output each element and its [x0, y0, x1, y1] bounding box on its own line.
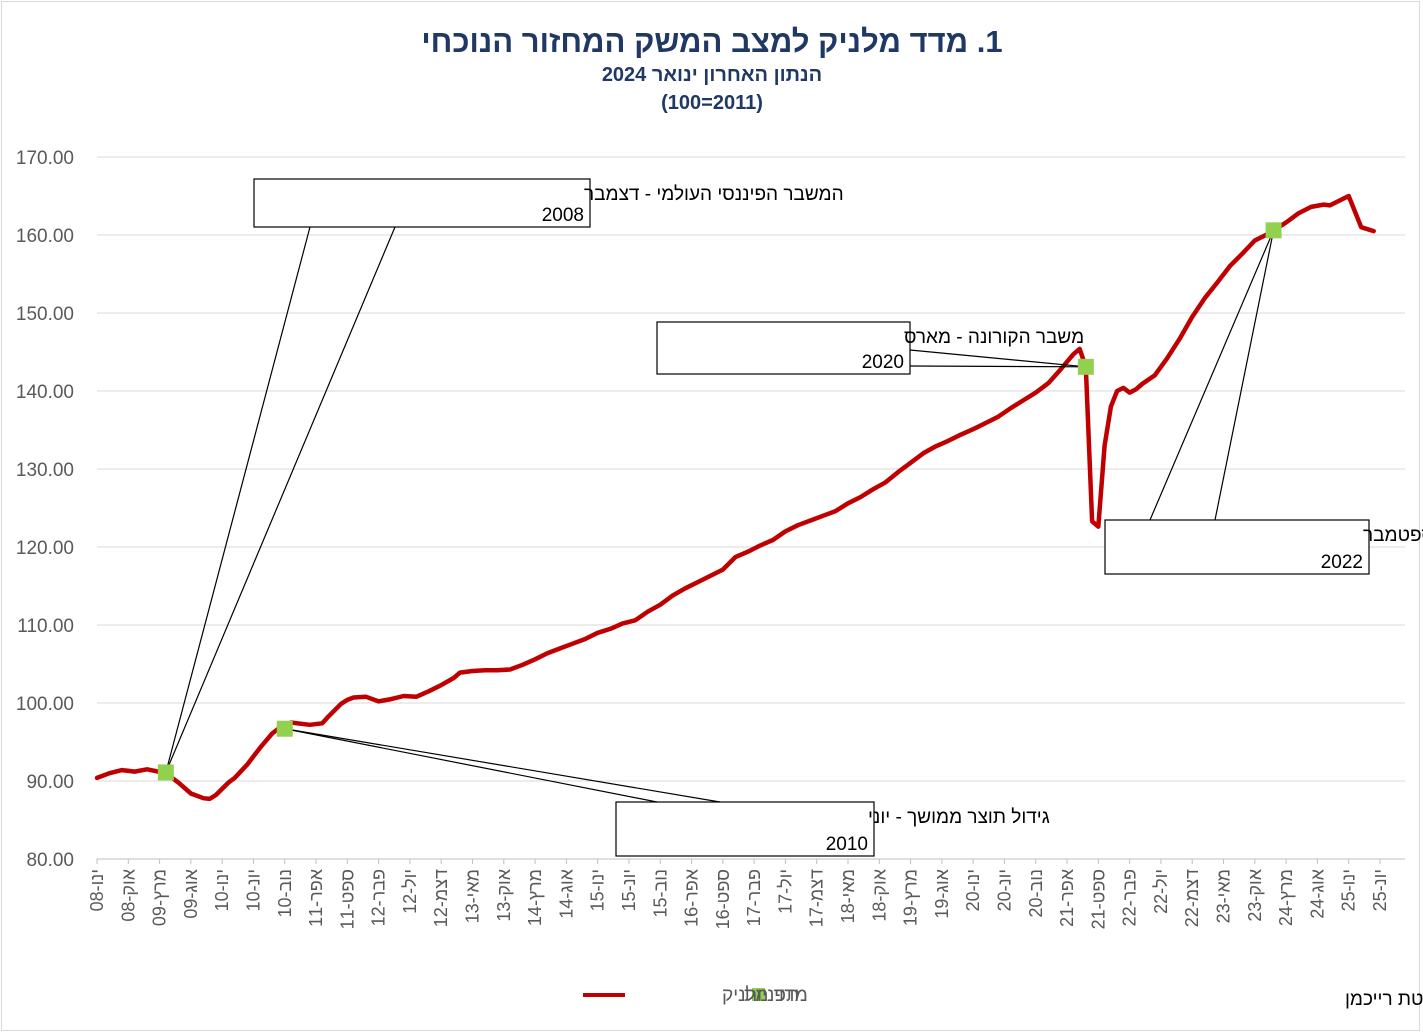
- turning-point-marker: [157, 764, 174, 781]
- x-tick-label: אוג-19: [932, 868, 952, 918]
- callout-label: המחזור הנוכחי - ספטמבר: [1363, 525, 1423, 546]
- x-axis: ינו-08 אוק-08 מרץ-09 אוג-09 ינו-10 יונ-10 נוב-…: [87, 859, 1390, 929]
- callout-year: 2022: [1321, 552, 1363, 573]
- x-tick-label: ינו-20: [963, 869, 983, 911]
- callout-pointer: [909, 349, 1086, 368]
- x-tick-label: פבר-12: [369, 869, 389, 926]
- x-tick-label: מרץ-09: [150, 869, 170, 926]
- callout-pointer: [284, 728, 658, 803]
- x-tick-label: ינו-25: [1339, 869, 1359, 911]
- x-tick-label: יול-17: [775, 869, 795, 914]
- y-axis: 80.00 90.00 100.00 110.00 120.00 130.00 140.00…: [16, 148, 74, 871]
- callout-pointer: [165, 226, 396, 773]
- callout-pointer: [284, 728, 721, 803]
- x-tick-label: דצמ-17: [807, 869, 827, 927]
- callout-box: [253, 178, 591, 228]
- x-tick-label: נוב-20: [1026, 869, 1046, 917]
- x-tick-label: דצמ-22: [1182, 869, 1202, 927]
- legend-turning-points-label: תפניות: [744, 985, 799, 1006]
- callout-label: משבר הקורונה - מארס: [904, 327, 1084, 348]
- y-tick-label: 170.00: [16, 148, 74, 169]
- x-tick-label: ינו-10: [212, 869, 232, 911]
- x-tick-label: אוק-13: [494, 868, 514, 921]
- x-tick-label: מאי-18: [838, 869, 858, 923]
- callout-box: [1104, 519, 1370, 575]
- x-tick-label: יונ-20: [994, 869, 1014, 911]
- callout-year: 2008: [542, 205, 584, 226]
- callout-year: 2020: [862, 352, 904, 373]
- chart-title: 1. מדד מלניק למצב המשק המחזור הנוכחי: [421, 24, 1002, 59]
- legend: תפניות מדד מלניק: [583, 985, 808, 1006]
- x-tick-label: יונ-10: [243, 869, 263, 911]
- x-tick-label: יונ-25: [1370, 869, 1390, 911]
- legend-index-label: מדד מלניק: [722, 985, 808, 1006]
- y-tick-label: 140.00: [16, 382, 74, 403]
- x-tick-label: מרץ-24: [1276, 869, 1296, 926]
- series-melnick-index: [94, 193, 1376, 802]
- x-tick-label: פבר-22: [1120, 869, 1140, 926]
- callout-pointer: [165, 226, 311, 773]
- x-tick-label: אפר-16: [682, 868, 702, 927]
- y-tick-label: 120.00: [16, 538, 74, 559]
- x-tick-label: מאי-23: [1214, 869, 1234, 923]
- y-tick-label: 160.00: [16, 226, 74, 247]
- x-tick-label: אפר-21: [1057, 868, 1077, 927]
- x-tick-label: אוג-24: [1307, 868, 1327, 918]
- chart-subtitle-base: (100=2011): [661, 92, 763, 114]
- x-tick-label: אוק-23: [1245, 868, 1265, 921]
- chart-subtitle-latest: הנתון האחרון ינואר 2024: [602, 64, 822, 86]
- x-tick-label: יול-12: [400, 869, 420, 914]
- callout-box: [656, 321, 911, 375]
- x-tick-label: מרץ-19: [901, 869, 921, 926]
- callout-label: גידול תוצר ממושך - יוני: [868, 807, 1050, 828]
- y-tick-label: 150.00: [16, 304, 74, 325]
- x-tick-label: יול-22: [1151, 869, 1171, 914]
- x-tick-label: אפר-11: [306, 868, 326, 927]
- x-tick-label: ספט-11: [337, 869, 357, 929]
- x-tick-label: פבר-17: [744, 869, 764, 926]
- x-tick-label: ספט-21: [1088, 869, 1108, 929]
- y-tick-label: 90.00: [26, 772, 74, 793]
- turning-point-marker: [1077, 358, 1094, 375]
- x-tick-label: אוג-14: [556, 868, 576, 918]
- x-tick-label: ספט-16: [713, 869, 733, 929]
- x-tick-label: ינו-15: [588, 869, 608, 911]
- callout-pointer: [1214, 230, 1275, 521]
- turning-point-marker: [1265, 222, 1282, 239]
- x-tick-label: נוב-10: [275, 869, 295, 917]
- x-tick-label: יונ-15: [619, 869, 639, 911]
- turning-point-marker: [276, 720, 293, 737]
- series-turning-points: [157, 222, 1282, 781]
- callout-label: המשבר הפיננסי העולמי - דצמבר: [584, 184, 844, 205]
- gridlines: [97, 156, 1405, 860]
- author-credit: פרופ' רפי מלניק, אוניברסיטת רייכמן: [1345, 989, 1423, 1010]
- y-tick-label: 80.00: [26, 850, 74, 871]
- x-tick-label: אוג-09: [181, 868, 201, 918]
- y-tick-label: 100.00: [16, 694, 74, 715]
- x-tick-label: נוב-15: [650, 869, 670, 917]
- x-tick-label: ינו-08: [87, 869, 107, 911]
- callout-pointer: [909, 365, 1086, 368]
- legend-turning-points-swatch: [752, 988, 765, 1001]
- x-tick-label: דצמ-12: [431, 869, 451, 927]
- x-tick-label: אוק-18: [869, 868, 889, 921]
- x-tick-label: מאי-13: [463, 869, 483, 923]
- callout-year: 2010: [826, 834, 868, 855]
- x-tick-label: אוק-08: [118, 868, 138, 921]
- callout-box: [615, 801, 875, 857]
- index-line: [94, 193, 1376, 802]
- y-tick-label: 130.00: [16, 460, 74, 481]
- callout-pointer: [1149, 230, 1275, 521]
- y-tick-label: 110.00: [17, 616, 74, 637]
- x-tick-label: מרץ-14: [525, 869, 545, 926]
